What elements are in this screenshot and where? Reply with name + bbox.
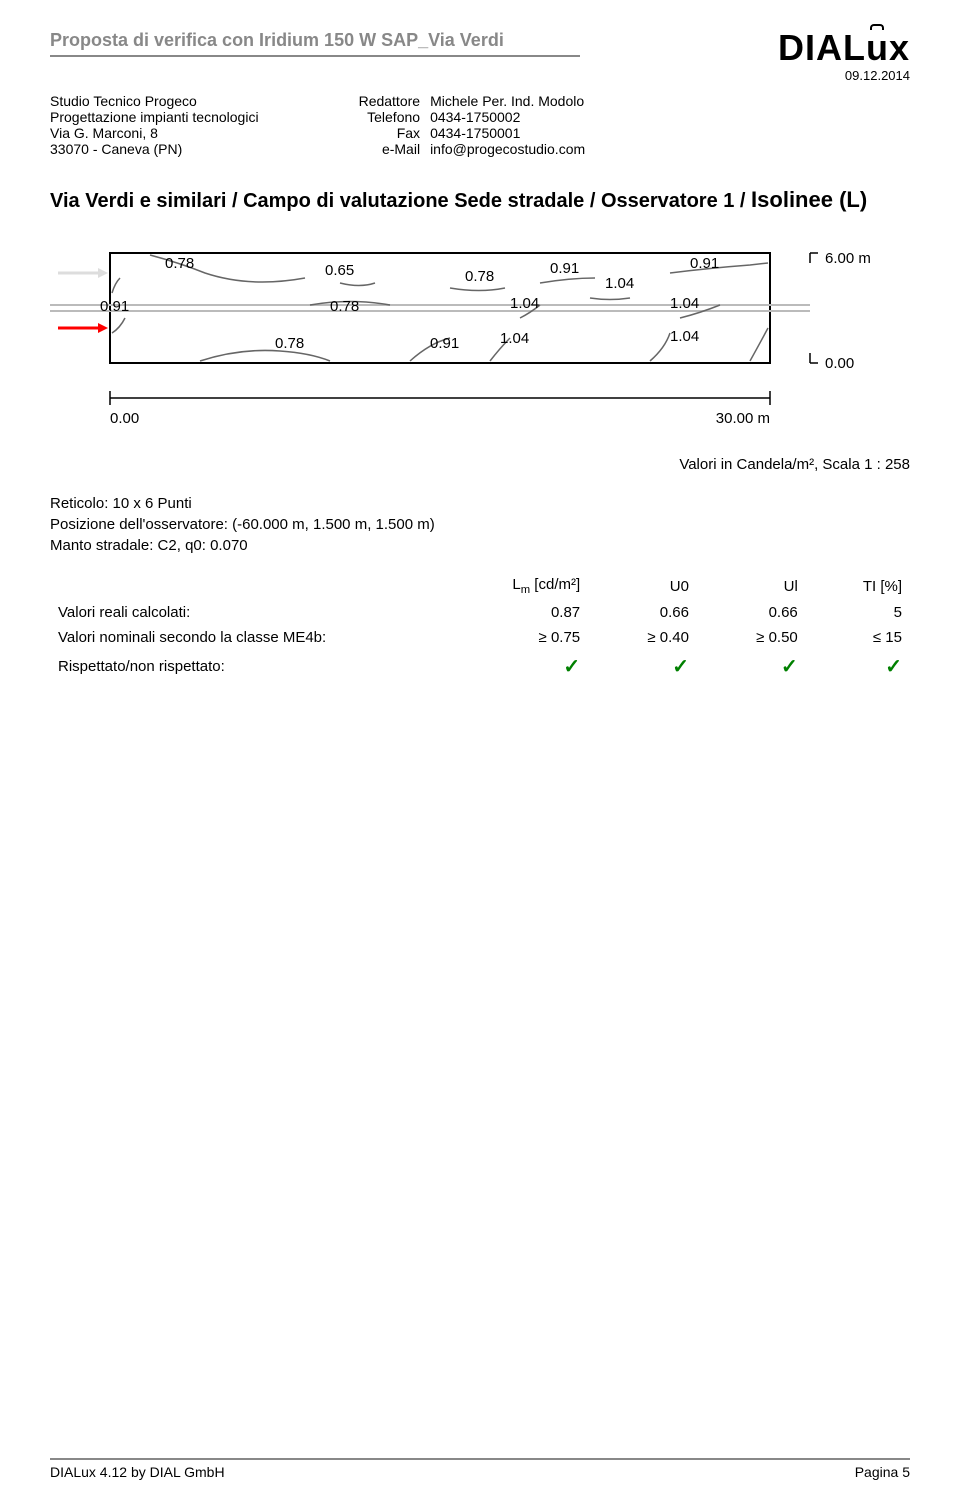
- telefono-label: Telefono: [359, 109, 420, 125]
- company-line: Progettazione impianti tecnologici: [50, 109, 259, 125]
- x-axis-left-label: 0.00: [110, 410, 139, 427]
- arrow-white-icon: [58, 268, 108, 278]
- footer: DIALux 4.12 by DIAL GmbH Pagina 5: [50, 1458, 910, 1480]
- iso-label: 0.65: [325, 262, 354, 279]
- iso-label: 1.04: [670, 295, 699, 312]
- fax-value: 0434-1750001: [430, 125, 585, 141]
- y-axis-bottom-label: 0.00: [825, 355, 854, 372]
- iso-label: 0.78: [465, 268, 494, 285]
- check-icon: ✓: [697, 650, 806, 683]
- col-u0: U0: [588, 572, 697, 600]
- col-ti: TI [%]: [806, 572, 910, 600]
- y-axis: [810, 253, 818, 363]
- company-line: Via G. Marconi, 8: [50, 125, 259, 141]
- row1-label: Valori reali calcolati:: [50, 600, 430, 625]
- row1-val: 0.66: [697, 600, 806, 625]
- section-title: Via Verdi e similari / Campo di valutazi…: [50, 187, 910, 213]
- email-value: info@progecostudio.com: [430, 141, 585, 157]
- header-row: Proposta di verifica con Iridium 150 W S…: [50, 30, 910, 83]
- x-axis-right-label: 30.00 m: [716, 410, 770, 427]
- row2-val: ≥ 0.75: [430, 625, 588, 650]
- iso-label: 0.78: [275, 335, 304, 352]
- result-table: Lm [cd/m²] U0 Ul TI [%] Valori reali cal…: [50, 572, 910, 683]
- footer-right: Pagina 5: [855, 1464, 910, 1480]
- iso-label: 0.91: [550, 260, 579, 277]
- row2-label: Valori nominali secondo la classe ME4b:: [50, 625, 430, 650]
- iso-label: 1.04: [670, 328, 699, 345]
- section-title-prefix: Via Verdi e similari / Campo di valutazi…: [50, 190, 751, 212]
- iso-label: 0.91: [430, 335, 459, 352]
- logo-block: DIALux 09.12.2014: [778, 30, 910, 83]
- check-icon: ✓: [430, 650, 588, 683]
- iso-label: 1.04: [510, 295, 539, 312]
- table-row: Valori nominali secondo la classe ME4b: …: [50, 625, 910, 650]
- col-lm: Lm [cd/m²]: [430, 572, 588, 600]
- table-header-row: Lm [cd/m²] U0 Ul TI [%]: [50, 572, 910, 600]
- document-title: Proposta di verifica con Iridium 150 W S…: [50, 30, 580, 57]
- arrow-red-icon: [58, 323, 108, 333]
- logo-text: DIALux: [778, 30, 910, 66]
- page: Proposta di verifica con Iridium 150 W S…: [0, 0, 960, 1510]
- email-label: e-Mail: [359, 141, 420, 157]
- iso-label: 1.04: [500, 330, 529, 347]
- col-empty: [50, 572, 430, 600]
- row1-val: 5: [806, 600, 910, 625]
- redattore-label: Redattore: [359, 93, 420, 109]
- isoline-labels: 0.91 0.78 0.65 0.78 0.78 0.91 0.78 1.04 …: [100, 255, 719, 352]
- y-axis-top-label: 6.00 m: [825, 250, 871, 267]
- redattore-value: Michele Per. Ind. Modolo: [430, 93, 585, 109]
- param-manto: Manto stradale: C2, q0: 0.070: [50, 535, 910, 556]
- info-block: Studio Tecnico Progeco Progettazione imp…: [50, 93, 910, 157]
- iso-label: 0.91: [690, 255, 719, 272]
- isoline-svg: 0.91 0.78 0.65 0.78 0.78 0.91 0.78 1.04 …: [50, 243, 910, 443]
- iso-label: 0.78: [330, 298, 359, 315]
- iso-label: 1.04: [605, 275, 634, 292]
- table-row: Valori reali calcolati: 0.87 0.66 0.66 5: [50, 600, 910, 625]
- info-right: Redattore Michele Per. Ind. Modolo Telef…: [359, 93, 586, 157]
- row2-val: ≤ 15: [806, 625, 910, 650]
- report-date: 09.12.2014: [778, 68, 910, 83]
- params-block: Reticolo: 10 x 6 Punti Posizione dell'os…: [50, 493, 910, 556]
- param-reticolo: Reticolo: 10 x 6 Punti: [50, 493, 910, 514]
- company-line: 33070 - Caneva (PN): [50, 141, 259, 157]
- row1-val: 0.66: [588, 600, 697, 625]
- scale-text: Valori in Candela/m², Scala 1 : 258: [50, 456, 910, 473]
- info-left: Studio Tecnico Progeco Progettazione imp…: [50, 93, 259, 157]
- telefono-value: 0434-1750002: [430, 109, 585, 125]
- x-axis: [110, 391, 770, 405]
- iso-label: 0.91: [100, 298, 129, 315]
- isoline-diagram: 0.91 0.78 0.65 0.78 0.78 0.91 0.78 1.04 …: [50, 243, 910, 473]
- fax-label: Fax: [359, 125, 420, 141]
- param-posizione: Posizione dell'osservatore: (-60.000 m, …: [50, 514, 910, 535]
- row1-val: 0.87: [430, 600, 588, 625]
- check-icon: ✓: [588, 650, 697, 683]
- row2-val: ≥ 0.50: [697, 625, 806, 650]
- col-ul: Ul: [697, 572, 806, 600]
- row3-label: Rispettato/non rispettato:: [50, 650, 430, 683]
- company-line: Studio Tecnico Progeco: [50, 93, 259, 109]
- footer-left: DIALux 4.12 by DIAL GmbH: [50, 1464, 225, 1480]
- table-row: Rispettato/non rispettato: ✓ ✓ ✓ ✓: [50, 650, 910, 683]
- row2-val: ≥ 0.40: [588, 625, 697, 650]
- iso-label: 0.78: [165, 255, 194, 272]
- section-title-emphasis: Isolinee (L): [751, 187, 867, 212]
- check-icon: ✓: [806, 650, 910, 683]
